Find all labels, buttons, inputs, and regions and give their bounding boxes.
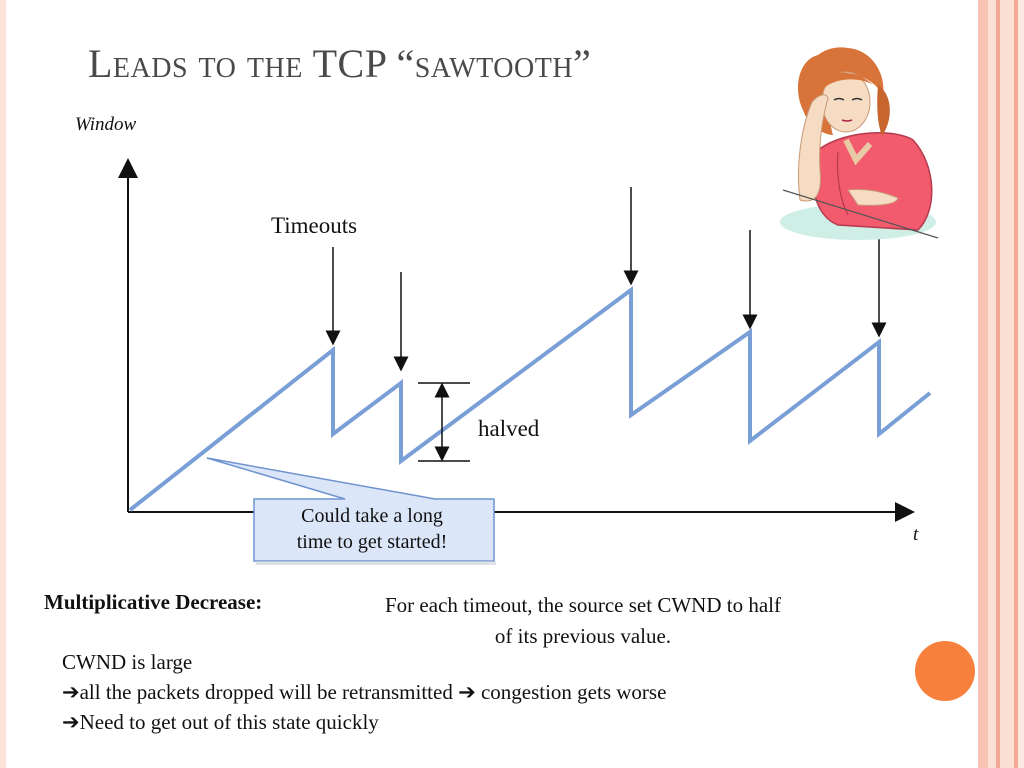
retransmit-line: ➔all the packets dropped will be retrans… [62,680,666,705]
stripe-band [996,0,1000,768]
md-desc-line-2: of its previous value. [494,624,672,648]
md-description: For each timeout, the source set CWND to… [385,590,781,652]
thinking-woman-icon [780,47,939,240]
cwnd-large-line: CWND is large [62,650,193,674]
quick-exit-text: Need to get out of this state quickly [79,710,379,734]
arrow-right-icon: ➔ [62,710,80,734]
arrow-right-icon: ➔ [62,680,80,704]
md-label: Multiplicative Decrease: [44,590,263,614]
stripe-band [978,0,988,768]
stripe-band [988,0,996,768]
left-edge-decoration [0,0,6,768]
callout-shadow [256,561,496,565]
callout-line-1: Could take a long [301,505,443,527]
arrow-right-icon: ➔ [458,680,476,704]
stripe-band [1014,0,1018,768]
retransmit-text: all the packets dropped will be retransm… [79,680,459,704]
quick-exit-line: ➔Need to get out of this state quickly [62,710,379,735]
callout-text: Could take a long time to get started! [250,495,494,563]
md-desc-line-1: For each timeout, the source set CWND to… [385,593,781,617]
slide-title: Leads to the TCP “sawtooth” [88,41,592,86]
x-axis-label: t [913,524,919,545]
sawtooth-line [128,286,932,512]
callout-line-2: time to get started! [296,531,448,553]
timeouts-label: Timeouts [271,213,358,238]
orange-circle-decoration [915,641,975,701]
stripe-band [1018,0,1024,768]
y-axis-label: Window [75,114,137,135]
congestion-text: congestion gets worse [475,680,667,704]
stripe-band [1000,0,1014,768]
halved-label: halved [478,416,540,441]
right-stripe-decoration [978,0,1024,768]
